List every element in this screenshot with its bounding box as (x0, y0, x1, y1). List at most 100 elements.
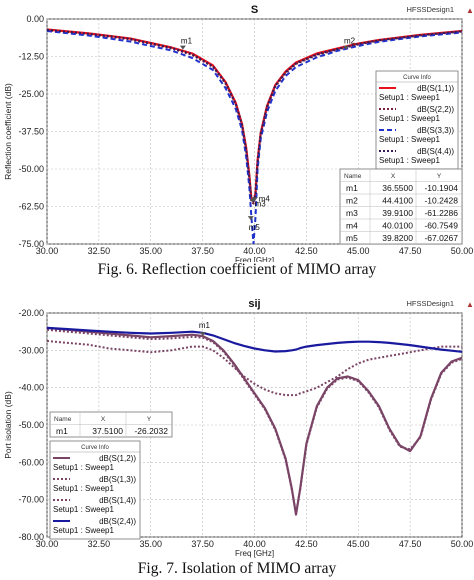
series-line-4 (47, 28, 462, 203)
marker-table-x: 39.9100 (382, 208, 413, 218)
marker-label: m1 (181, 37, 193, 46)
y-tick-label: -50.00 (18, 164, 44, 174)
corner-arrow-icon: ▲ (466, 6, 474, 15)
legend-series-name: dB(S(3,3)) (417, 126, 454, 135)
marker-table-name: m5 (346, 233, 358, 243)
y-tick-label: 0.00 (26, 14, 44, 24)
x-tick-label: 42.50 (295, 539, 318, 549)
marker-triangle (179, 45, 186, 50)
marker-table-header: Y (147, 416, 152, 423)
series-line-2 (47, 328, 462, 514)
legend-series-name: dB(S(4,4)) (417, 147, 454, 156)
legend-series-name: dB(S(2,2)) (417, 105, 454, 114)
x-axis-label: Freq [GHz] (235, 256, 274, 262)
marker-label: m3 (255, 200, 267, 209)
x-tick-label: 50.00 (451, 246, 474, 256)
y-axis-label: Reflection coefficient (dB) (3, 83, 13, 180)
marker-table-x: 40.0100 (382, 221, 413, 231)
y-axis-label: Port isolation (dB) (3, 391, 13, 459)
y-tick-label: -60.00 (18, 457, 44, 467)
marker-triangle (247, 216, 254, 221)
legend-series-setup: Setup1 : Sweep1 (379, 156, 440, 165)
marker-triangle (251, 197, 258, 202)
marker-label: m4 (259, 194, 271, 203)
x-tick-label: 35.00 (139, 246, 162, 256)
marker-table-name: m2 (346, 196, 358, 206)
marker-table-name: m1 (56, 426, 68, 436)
legend-series-setup: Setup1 : Sweep1 (379, 93, 440, 102)
x-tick-label: 47.50 (399, 539, 422, 549)
marker-table-x: 36.5500 (382, 183, 413, 193)
marker-table-header: Name (54, 416, 72, 423)
x-tick-label: 37.50 (191, 539, 214, 549)
x-tick-label: 37.50 (191, 246, 214, 256)
marker-table-x: 37.5100 (92, 426, 123, 436)
legend-title: Curve Info (403, 75, 431, 81)
legend-series-setup: Setup1 : Sweep1 (53, 526, 114, 535)
legend-series-setup: Setup1 : Sweep1 (53, 463, 114, 472)
chart-title: S (251, 4, 258, 16)
series-line-3 (47, 30, 462, 244)
marker-table-y: -60.7549 (424, 221, 458, 231)
legend-series-setup: Setup1 : Sweep1 (379, 114, 440, 123)
y-tick-label: -12.50 (18, 52, 44, 62)
marker-label: m5 (249, 223, 261, 232)
marker-table-y: -10.1904 (424, 183, 458, 193)
fig7-caption: Fig. 7. Isolation of MIMO array (137, 560, 337, 577)
x-tick-label: 45.00 (347, 246, 370, 256)
legend-series-setup: Setup1 : Sweep1 (53, 505, 114, 514)
legend-series-name: dB(S(2,4)) (99, 517, 136, 526)
marker-table-header: Name (344, 173, 362, 180)
legend-title: Curve Info (81, 445, 109, 451)
marker-label: m1 (199, 321, 211, 330)
y-tick-label: -37.50 (18, 127, 44, 137)
isolation-chart-panel: 30.00 32.50 35.00 37.50 40.00 42.50 45.00 47.50… (0, 290, 474, 558)
legend-series-name: dB(S(1,1)) (417, 84, 454, 93)
corner-arrow-icon: ▲ (466, 300, 474, 309)
app-label: HFSSDesign1 (406, 5, 454, 14)
x-tick-label: 40.00 (243, 539, 266, 549)
y-tick-label: -20.00 (18, 308, 44, 318)
chart-title: sij (248, 298, 260, 310)
x-tick-label: 30.00 (36, 539, 59, 549)
x-tick-label: 32.50 (88, 246, 111, 256)
legend-series-name: dB(S(1,4)) (99, 496, 136, 505)
marker-table-name: m3 (346, 208, 358, 218)
marker-table-name: m1 (346, 183, 358, 193)
legend-series-setup: Setup1 : Sweep1 (379, 135, 440, 144)
x-tick-label: 42.50 (295, 246, 318, 256)
marker-table-header: X (101, 416, 106, 423)
marker-table-y: -26.2032 (134, 426, 168, 436)
y-tick-label: -62.50 (18, 202, 44, 212)
marker-table-y: -61.2286 (424, 208, 458, 218)
y-tick-label: -80.00 (18, 532, 44, 542)
marker-table-header: Y (437, 173, 442, 180)
series-line-4 (47, 326, 462, 353)
legend-series-name: dB(S(1,2)) (99, 454, 136, 463)
series-line-3 (47, 340, 462, 397)
marker-table-y: -10.2428 (424, 196, 458, 206)
fig6-caption: Fig. 6. Reflection coefficient of MIMO a… (97, 261, 377, 278)
y-tick-label: -70.00 (18, 495, 44, 505)
marker-triangle (343, 45, 350, 50)
y-tick-label: -25.00 (18, 89, 44, 99)
x-tick-label: 45.00 (347, 539, 370, 549)
marker-table-header: X (391, 173, 396, 180)
legend-series-name: dB(S(1,3)) (99, 475, 136, 484)
y-tick-label: -30.00 (18, 345, 44, 355)
y-tick-label: -75.00 (18, 239, 44, 249)
reflection-chart-panel: 30.00 32.50 35.00 37.50 40.00 42.50 45.00 47.50… (0, 0, 474, 265)
x-axis-label: Freq [GHz] (235, 549, 274, 558)
x-tick-label: 40.00 (243, 246, 266, 256)
app-label: HFSSDesign1 (406, 299, 454, 308)
x-tick-label: 32.50 (88, 539, 111, 549)
y-tick-label: -50.00 (18, 420, 44, 430)
marker-label: m2 (344, 37, 356, 46)
x-tick-label: 50.00 (451, 539, 474, 549)
marker-table-x: 39.8200 (382, 233, 413, 243)
marker-triangle (199, 332, 206, 337)
x-tick-label: 30.00 (36, 246, 59, 256)
marker-table-x: 44.4100 (382, 196, 413, 206)
x-tick-label: 47.50 (399, 246, 422, 256)
y-tick-label: -40.00 (18, 383, 44, 393)
